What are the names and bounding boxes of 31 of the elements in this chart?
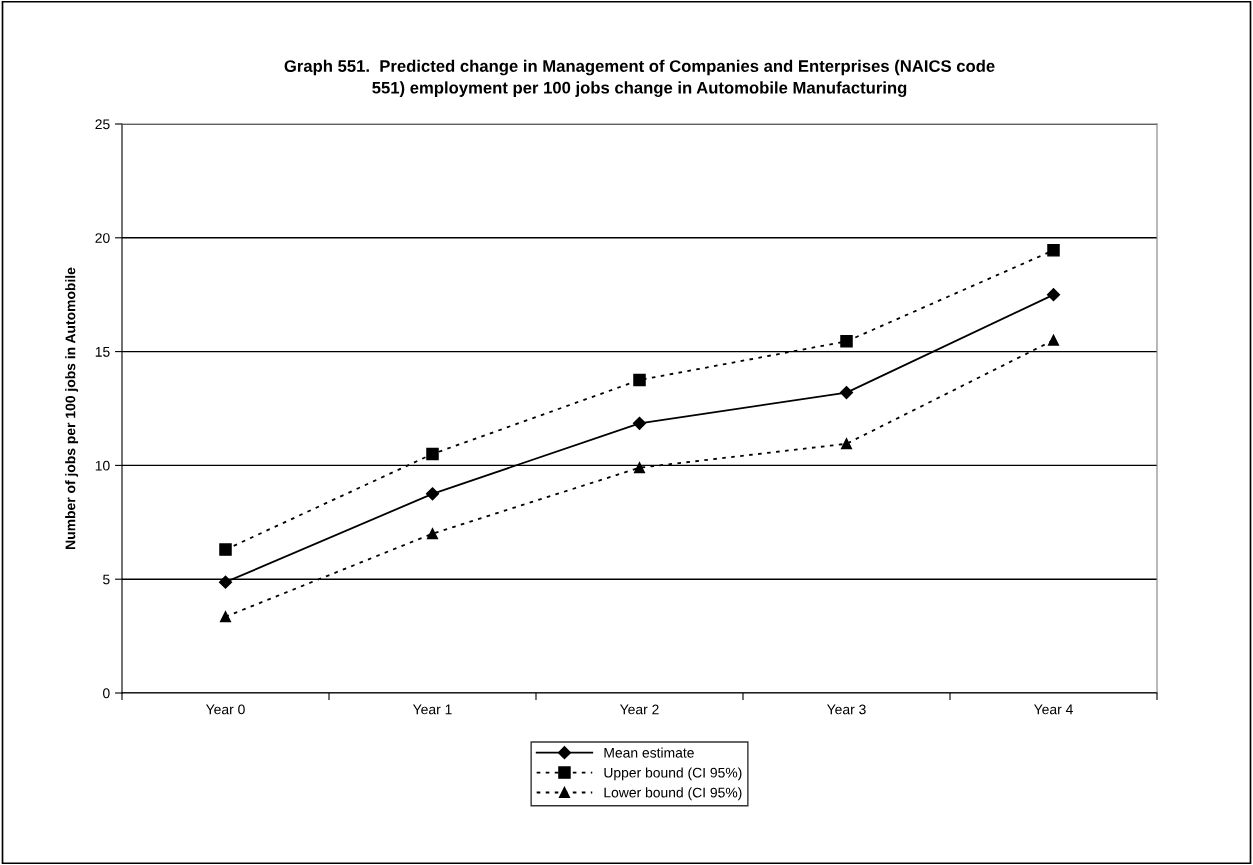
y-tick-label: 20 [95,233,110,243]
point [839,385,854,400]
point [632,416,647,430]
point [426,528,439,540]
y-tick-label: 0 [103,688,110,699]
point [1047,334,1060,346]
legend-label: Mean estimate [604,747,694,758]
point [840,335,853,348]
x-tick-label: Year 2 [619,704,659,715]
x-tick-label: Year 4 [1033,704,1073,715]
y-tick-label: 5 [103,574,110,585]
point [219,611,232,623]
point [425,487,440,501]
point [840,438,853,450]
x-tick-label: Year 1 [412,704,452,715]
y-tick-label: 15 [95,347,110,357]
y-axis-title: Number of jobs per 100 jobs in Automobile [65,267,79,549]
point [633,373,646,387]
x-tick-label: Year 3 [826,704,866,715]
point [1047,244,1060,257]
point [633,462,646,474]
point [218,575,233,589]
y-tick-label: 10 [95,460,110,471]
y-tick-label: 25 [95,119,110,130]
point [1046,288,1061,302]
point [219,543,232,556]
legend-label: Lower bound (CI 95%) [604,787,742,801]
chart-title: Graph 551. Predicted change in Management of Companies and Enterprises (NAICS code 551) employment per 100 jobs change in Automobile Manufacturing [284,59,995,97]
x-tick-label: Year 0 [205,704,245,715]
point [426,447,439,461]
legend-label: Upper bound (CI 95%) [604,767,742,781]
